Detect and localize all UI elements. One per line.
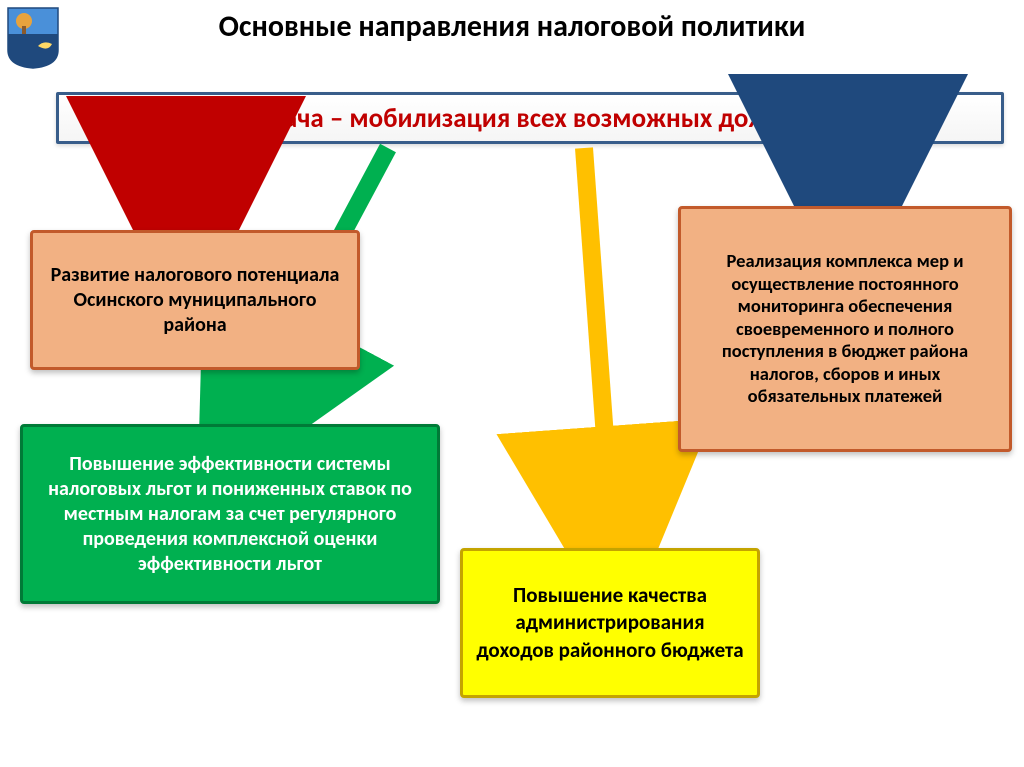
page-title: Основные направления налоговой политики <box>0 10 1024 45</box>
arrow-yellow <box>584 148 612 534</box>
box-green: Повышение эффективности системы налоговы… <box>20 424 440 604</box>
task-box: Задача – мобилизация всех возможных дохо… <box>56 92 1004 144</box>
box-blue: Реализация комплекса мер и осуществление… <box>678 206 1012 452</box>
box-yellow: Повышение качества администрирования дох… <box>460 548 760 698</box>
box-red: Развитие налогового потенциала Осинского… <box>30 230 360 370</box>
task-text: Задача – мобилизация всех возможных дохо… <box>242 102 818 135</box>
